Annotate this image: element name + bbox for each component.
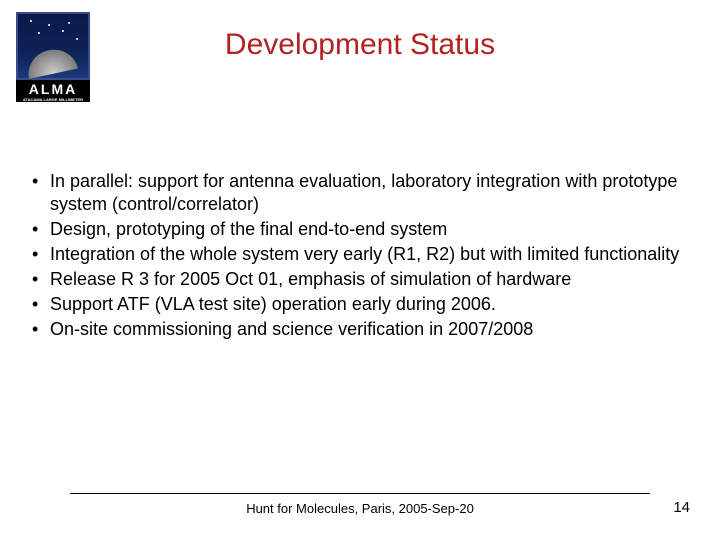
list-item: On-site commissioning and science verifi… xyxy=(28,318,692,341)
logo-subtitle: ATACAMA LARGE MILLIMETER ARRAY xyxy=(16,98,90,106)
slide-title: Development Status xyxy=(0,28,720,62)
page-number: 14 xyxy=(673,499,690,516)
content-area: In parallel: support for antenna evaluat… xyxy=(28,170,692,343)
footer-divider xyxy=(70,493,650,494)
list-item: Release R 3 for 2005 Oct 01, emphasis of… xyxy=(28,268,692,291)
logo-text: ALMA ATACAMA LARGE MILLIMETER ARRAY xyxy=(16,80,90,102)
list-item: In parallel: support for antenna evaluat… xyxy=(28,170,692,216)
footer-text: Hunt for Molecules, Paris, 2005-Sep-20 xyxy=(0,501,720,516)
list-item: Design, prototyping of the final end-to-… xyxy=(28,218,692,241)
list-item: Support ATF (VLA test site) operation ea… xyxy=(28,293,692,316)
logo-acronym: ALMA xyxy=(29,81,77,97)
bullet-list: In parallel: support for antenna evaluat… xyxy=(28,170,692,341)
list-item: Integration of the whole system very ear… xyxy=(28,243,692,266)
